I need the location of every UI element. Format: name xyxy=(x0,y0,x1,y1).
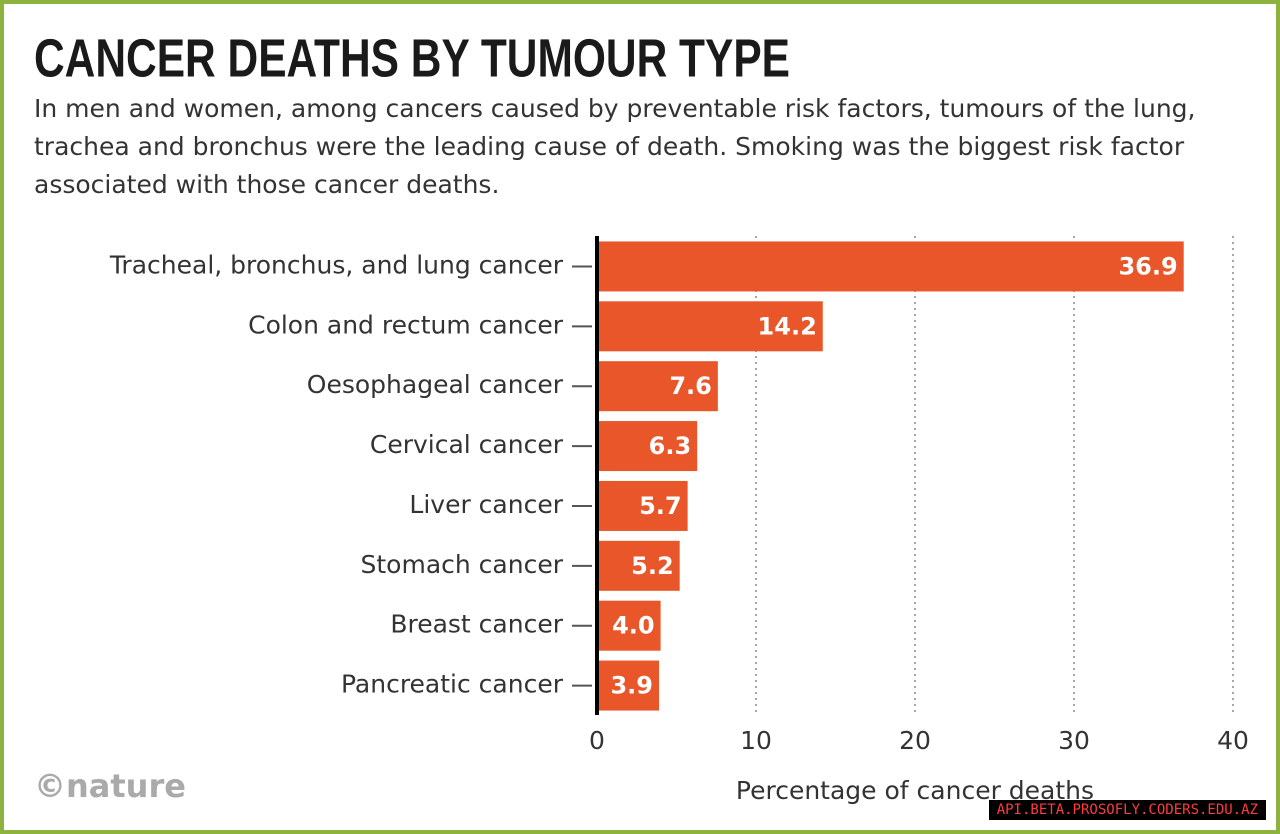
watermark: API.BETA.PROSOFLY.CODERS.EDU.AZ xyxy=(988,800,1266,820)
y-tick-label: Colon and rectum cancer xyxy=(248,310,564,339)
bar xyxy=(597,361,718,412)
bar xyxy=(597,660,660,711)
value-label: 36.9 xyxy=(1118,252,1177,280)
y-tick-label: Breast cancer xyxy=(390,610,563,639)
y-tick-label: Liver cancer xyxy=(409,490,563,519)
bar xyxy=(597,301,823,352)
x-tick-label: 0 xyxy=(589,726,605,755)
value-label: 7.6 xyxy=(669,372,712,400)
bar xyxy=(597,540,680,591)
x-tick-label: 40 xyxy=(1217,726,1249,755)
bar xyxy=(597,421,698,472)
value-label: 14.2 xyxy=(758,312,817,340)
x-tick-label: 30 xyxy=(1058,726,1090,755)
bar xyxy=(597,241,1184,292)
bar xyxy=(597,480,688,531)
value-label: 6.3 xyxy=(649,432,692,460)
value-label: 5.7 xyxy=(639,492,682,520)
y-tick-label: Tracheal, bronchus, and lung cancer xyxy=(109,250,564,279)
value-label: 4.0 xyxy=(612,612,655,640)
subtitle: In men and women, among cancers caused b… xyxy=(34,94,1196,199)
chart-title: CANCER DEATHS BY TUMOUR TYPE xyxy=(34,28,790,88)
value-label: 3.9 xyxy=(610,672,653,700)
x-tick-label: 20 xyxy=(899,726,931,755)
x-tick-label: 10 xyxy=(740,726,772,755)
source: ©nature xyxy=(34,767,186,805)
y-tick-label: Oesophageal cancer xyxy=(307,370,564,399)
value-label: 5.2 xyxy=(631,552,674,580)
y-tick-label: Cervical cancer xyxy=(370,430,564,459)
y-tick-label: Stomach cancer xyxy=(361,550,564,579)
y-tick-label: Pancreatic cancer xyxy=(341,670,564,699)
bar xyxy=(597,600,661,651)
